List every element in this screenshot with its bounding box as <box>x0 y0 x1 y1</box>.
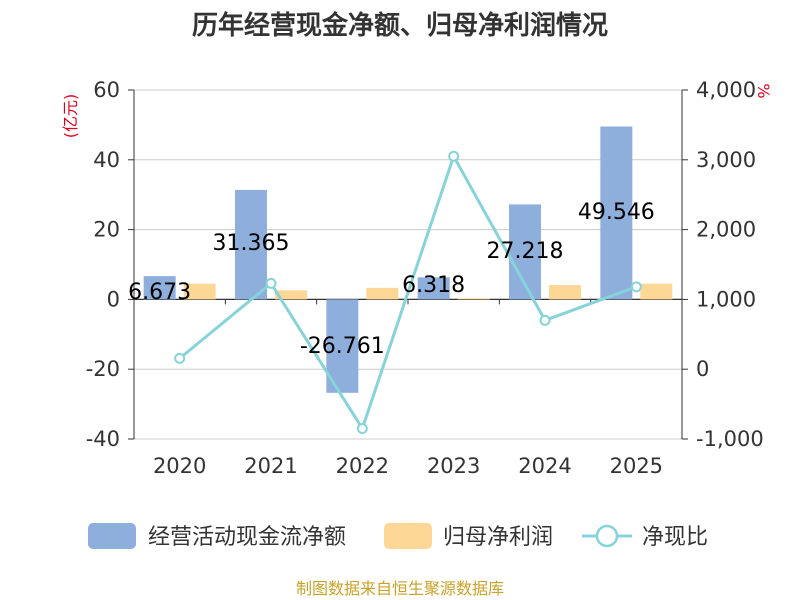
ratio-point <box>539 314 551 326</box>
legend-swatch <box>88 523 136 549</box>
cashflow-data-label: 49.546 <box>578 200 655 225</box>
ratio-point <box>265 277 277 289</box>
left-axis-tick-label: -40 <box>86 427 120 451</box>
net-profit-bar <box>640 283 673 300</box>
right-axis-tick-label: 4,000 <box>696 78 756 102</box>
right-axis-tick-label: 0 <box>696 357 709 381</box>
ratio-point <box>448 150 460 162</box>
cashflow-data-label: 31.365 <box>213 231 290 256</box>
right-axis-unit: % <box>754 83 773 98</box>
legend-label: 经营活动现金流净额 <box>148 525 346 550</box>
axes: -40 -20 0 20 40 60 -1,000 0 1,000 2,000 3,000 4,000… <box>86 78 764 478</box>
net-profit-bar <box>183 283 216 300</box>
chart-title: 历年经营现金净额、归母净利润情况 <box>192 10 608 41</box>
x-axis-tick-label: 2022 <box>336 454 389 478</box>
legend-swatch <box>384 523 432 549</box>
line-series <box>174 150 642 435</box>
left-axis-tick-label: 20 <box>93 218 120 242</box>
net-profit-bar <box>549 285 581 300</box>
gridlines <box>134 89 682 440</box>
left-axis-unit: (亿元) <box>61 94 80 139</box>
cashflow-bar <box>235 189 267 300</box>
ratio-point <box>630 281 642 293</box>
legend: 经营活动现金流净额 归母净利润 净现比 <box>88 523 708 550</box>
right-axis-tick-label: 3,000 <box>696 148 756 172</box>
right-axis-tick-label: 1,000 <box>696 287 756 311</box>
x-axis-tick-label: 2025 <box>610 454 663 478</box>
cashflow-bar <box>600 126 633 300</box>
cashflow-data-label: 6.318 <box>402 273 465 298</box>
ratio-line <box>178 152 637 433</box>
cashflow-data-label: 6.673 <box>128 280 191 305</box>
net-profit-bar <box>457 298 490 300</box>
source-note: 制图数据来自恒生聚源数据库 <box>296 579 504 598</box>
cashflow-bar <box>143 276 176 300</box>
ratio-point <box>174 352 186 364</box>
ratio-point <box>356 423 368 435</box>
net-profit-bar <box>366 287 399 300</box>
legend-label: 归母净利润 <box>443 525 553 550</box>
right-axis-tick-label: 2,000 <box>696 218 756 242</box>
left-axis-tick-label: -20 <box>86 357 120 381</box>
left-axis-tick-label: 40 <box>93 148 120 172</box>
x-axis-tick-label: 2023 <box>427 454 480 478</box>
x-axis-tick-label: 2024 <box>518 454 571 478</box>
x-axis-tick-label: 2020 <box>153 454 206 478</box>
x-axis-tick-label: 2021 <box>244 454 297 478</box>
legend-marker <box>595 524 619 548</box>
left-axis-tick-label: 0 <box>107 287 120 311</box>
legend-label: 净现比 <box>642 525 708 550</box>
bars <box>143 126 673 393</box>
cashflow-data-label: 27.218 <box>487 239 564 264</box>
data-labels: 6.673 31.365 -26.761 6.318 27.218 49.546 <box>128 200 655 359</box>
net-profit-bar <box>275 290 307 300</box>
cashflow-data-label: -26.761 <box>300 334 385 359</box>
right-axis-tick-label: -1,000 <box>696 427 764 451</box>
cashflow-bar <box>417 277 450 300</box>
left-axis-tick-label: 60 <box>93 78 120 102</box>
